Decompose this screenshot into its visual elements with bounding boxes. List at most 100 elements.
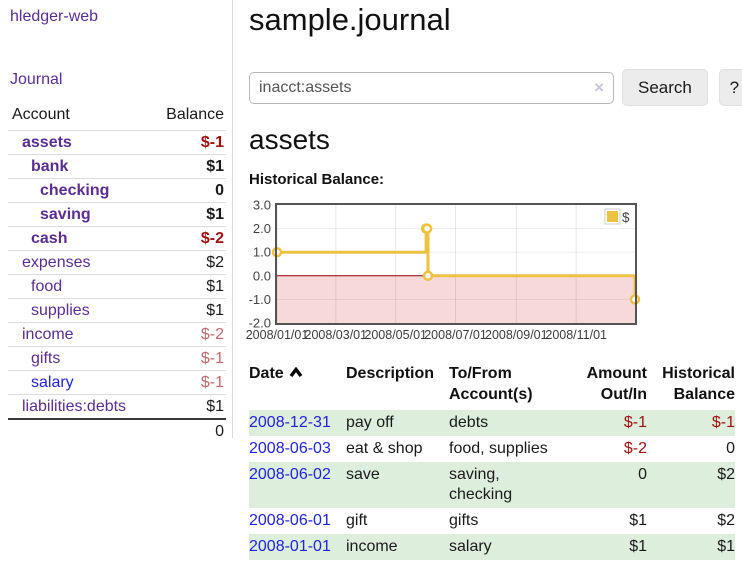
transaction-description: income xyxy=(346,538,398,555)
accounts-header-balance: Balance xyxy=(166,106,224,123)
account-balance: 0 xyxy=(215,182,224,199)
transaction-balance: $-1 xyxy=(711,414,735,431)
account-balance: $1 xyxy=(206,278,224,295)
account-balance: $1 xyxy=(206,158,224,175)
account-link[interactable]: checking xyxy=(40,182,110,199)
account-link[interactable]: expenses xyxy=(22,254,91,271)
transaction-amount: $-1 xyxy=(623,414,647,431)
search-bar: × Search ? xyxy=(249,69,742,106)
sidebar: hledger-web Journal Account Balance asse… xyxy=(0,0,233,440)
account-row: expenses $2 xyxy=(8,251,226,275)
accounts-total-value: 0 xyxy=(215,423,224,440)
account-link[interactable]: income xyxy=(22,326,74,343)
account-balance: $-2 xyxy=(200,326,224,343)
svg-text:2008/01/01: 2008/01/01 xyxy=(246,328,309,342)
transaction-balance: $1 xyxy=(717,538,735,555)
account-row: salary $-1 xyxy=(8,371,226,395)
clear-search-icon[interactable]: × xyxy=(594,78,604,97)
nav-journal-link[interactable]: Journal xyxy=(10,71,63,88)
transaction-amount: $1 xyxy=(629,538,647,555)
account-heading: assets xyxy=(249,124,330,155)
transaction-accounts: food, supplies xyxy=(449,440,548,457)
transaction-date-link[interactable]: 2008-06-03 xyxy=(249,440,331,457)
svg-text:-1.0: -1.0 xyxy=(249,292,271,307)
account-balance: $-2 xyxy=(200,230,224,247)
chart-canvas: 3.0 2.0 1.0 0.0 -1.0 -2.02008/01/012008/03/01… xyxy=(246,198,641,342)
svg-text:2008/07/01: 2008/07/01 xyxy=(424,328,487,342)
transaction-balance: 0 xyxy=(726,440,735,457)
account-row: bank $1 xyxy=(8,155,226,179)
account-balance: $-1 xyxy=(200,374,224,391)
transaction-row: 2008-12-31 pay off debts $-1 $-1 xyxy=(249,410,735,436)
account-link[interactable]: saving xyxy=(40,206,91,223)
transaction-description: eat & shop xyxy=(346,440,423,457)
transaction-row: 2008-06-03 eat & shop food, supplies $-2 0 xyxy=(249,436,735,462)
account-link[interactable]: assets xyxy=(22,134,72,151)
svg-text:2008/09/01: 2008/09/01 xyxy=(485,328,548,342)
svg-text:-2.0: -2.0 xyxy=(249,316,271,331)
svg-text:1.0: 1.0 xyxy=(253,245,271,260)
search-input-wrap: × xyxy=(249,72,614,104)
register-header-balance: Historical Balance xyxy=(662,365,735,403)
accounts-header-row: Account Balance xyxy=(8,102,226,131)
page-title: sample.journal xyxy=(249,2,451,37)
help-button[interactable]: ? xyxy=(718,69,742,106)
account-row: checking 0 xyxy=(8,179,226,203)
account-link[interactable]: cash xyxy=(31,230,68,247)
transaction-row: 2008-06-01 gift gifts $1 $2 xyxy=(249,508,735,534)
register-header-date-label: Date xyxy=(249,365,284,382)
chart-title: Historical Balance: xyxy=(249,171,385,188)
account-link[interactable]: bank xyxy=(31,158,69,175)
register-table: Date Description To/From Account(s) Amou… xyxy=(249,360,735,560)
accounts-total-spacer xyxy=(8,419,150,443)
account-row: food $1 xyxy=(8,275,226,299)
account-balance: $1 xyxy=(206,206,224,223)
transaction-date-link[interactable]: 2008-06-01 xyxy=(249,512,331,529)
search-input[interactable] xyxy=(249,72,614,104)
account-row: liabilities:debts $1 xyxy=(8,395,226,419)
account-row: saving $1 xyxy=(8,203,226,227)
account-balance: $1 xyxy=(206,302,224,319)
historical-balance-chart: 3.0 2.0 1.0 0.0 -1.0 -2.0 2008/01/01 2008/03/01… xyxy=(241,198,643,346)
brand-link[interactable]: hledger-web xyxy=(10,8,99,25)
transaction-accounts: salary xyxy=(449,538,492,555)
account-balance: $1 xyxy=(206,398,224,415)
svg-text:2.0: 2.0 xyxy=(253,221,271,236)
account-row: assets $-1 xyxy=(8,131,226,155)
transaction-amount: 0 xyxy=(638,466,647,483)
account-link[interactable]: gifts xyxy=(31,350,61,367)
transaction-date-link[interactable]: 2008-12-31 xyxy=(249,414,331,431)
register-header-date[interactable]: Date xyxy=(249,360,346,410)
register-header-description: Description xyxy=(346,365,435,382)
account-link[interactable]: supplies xyxy=(31,302,90,319)
main-content: sample.journal × Search ? assets Histori… xyxy=(246,0,742,582)
account-balance: $-1 xyxy=(200,134,224,151)
svg-text:2008/11/01: 2008/11/01 xyxy=(545,328,607,342)
account-row: supplies $1 xyxy=(8,299,226,323)
svg-text:2008/05/01: 2008/05/01 xyxy=(364,328,427,342)
transaction-amount: $-2 xyxy=(623,440,647,457)
account-row: income $-2 xyxy=(8,323,226,347)
transaction-accounts: saving, checking xyxy=(449,466,513,503)
accounts-header-account: Account xyxy=(12,106,70,123)
transaction-balance: $2 xyxy=(717,466,735,483)
transaction-description: pay off xyxy=(346,414,394,431)
transaction-accounts: debts xyxy=(449,414,489,431)
transaction-row: 2008-01-01 income salary $1 $1 xyxy=(249,534,735,560)
account-link[interactable]: food xyxy=(31,278,63,295)
transaction-description: save xyxy=(346,466,380,483)
account-link[interactable]: salary xyxy=(31,374,74,391)
search-button[interactable]: Search xyxy=(622,69,708,106)
account-balance: $2 xyxy=(206,254,224,271)
svg-text:$: $ xyxy=(622,210,630,225)
account-row: gifts $-1 xyxy=(8,347,226,371)
account-balance: $-1 xyxy=(200,350,224,367)
svg-text:0.0: 0.0 xyxy=(253,268,271,283)
accounts-total-row: 0 xyxy=(8,419,226,443)
transaction-row: 2008-06-02 save saving, checking 0 $2 xyxy=(249,462,735,508)
account-link[interactable]: liabilities:debts xyxy=(22,398,127,415)
register-header-amount: Amount Out/In xyxy=(586,365,647,403)
transaction-date-link[interactable]: 2008-06-02 xyxy=(249,466,331,483)
svg-text:2008/03/01: 2008/03/01 xyxy=(305,328,368,342)
transaction-date-link[interactable]: 2008-01-01 xyxy=(249,538,331,555)
